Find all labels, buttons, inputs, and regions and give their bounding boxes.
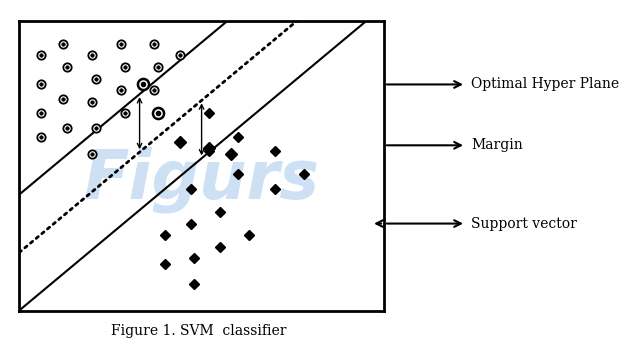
Text: Margin: Margin	[471, 138, 523, 152]
Text: Figurs: Figurs	[84, 147, 319, 213]
Text: Support vector: Support vector	[471, 217, 577, 230]
Text: Optimal Hyper Plane: Optimal Hyper Plane	[471, 78, 619, 91]
Text: Figure 1. SVM  classifier: Figure 1. SVM classifier	[111, 324, 286, 338]
